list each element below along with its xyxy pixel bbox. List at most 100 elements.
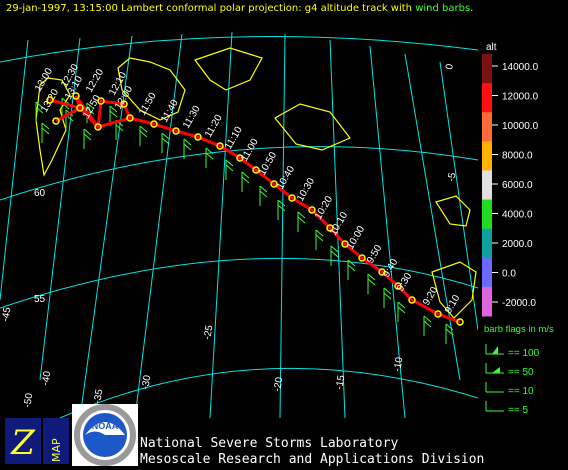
wind-barb-flag [139, 125, 148, 133]
z-logo-letter: Z [10, 423, 36, 463]
title-tail: . [470, 3, 474, 14]
meridian-line [0, 39, 29, 301]
altitude-tick-label: 4000.0 [502, 210, 533, 221]
latitude-line [0, 146, 478, 201]
wind-barb-flag [35, 106, 44, 114]
title-highlight: wind barbs [415, 3, 471, 14]
track-time-label: 10:20 [313, 194, 335, 222]
zmap-map-logo: MAP [43, 418, 69, 464]
altitude-tick-label: 12000.0 [502, 92, 539, 103]
track-line-western [55, 106, 131, 129]
wind-barb-flag [41, 127, 50, 135]
track-marker [308, 206, 316, 214]
wind-barb-flag [383, 287, 392, 295]
track-time-label: 10:50 [257, 150, 279, 178]
wind-barb-flag [61, 97, 70, 105]
altitude-tick-label: 14000.0 [502, 62, 539, 73]
track-time-label: 11:20 [203, 113, 225, 140]
meridian-line [329, 39, 346, 418]
altitude-color-swatch [482, 257, 492, 288]
wind-barb-flag [297, 216, 306, 224]
track-marker [326, 224, 334, 232]
longitude-label: -30 [140, 374, 153, 391]
map-logo-text: MAP [50, 438, 63, 462]
wind-barb-flag [183, 138, 192, 146]
longitude-label: -20 [272, 376, 285, 393]
barb-legend-label: == 5 [508, 405, 528, 416]
track-marker [408, 296, 416, 304]
wind-barb-flag [367, 273, 376, 281]
graticule [0, 31, 478, 418]
track-marker [194, 133, 202, 141]
coastline [431, 261, 477, 319]
wind-barb-flag [330, 250, 339, 258]
track-marker [394, 282, 402, 290]
track-marker [434, 310, 442, 318]
meridian-line [369, 45, 406, 418]
coastline [435, 195, 471, 227]
wind-barb-flag [83, 133, 92, 141]
wind-barb-flag [35, 101, 44, 109]
altitude-tick-label: 6000.0 [502, 180, 533, 191]
track-marker [236, 154, 244, 162]
track-time-label: 11:30 [181, 104, 203, 131]
track-time-label: 10:30 [295, 176, 317, 204]
altitude-tick-label: 8000.0 [502, 151, 533, 162]
wind-barb-flag [115, 124, 124, 132]
latitude-line [0, 257, 478, 309]
wind-barb-flag [315, 229, 324, 237]
coastline [117, 57, 186, 121]
wind-barb-flag [205, 147, 214, 155]
legend-panel: alt 14000.0 12000.0 10000.0 8000.0 6000.0 4000… [482, 42, 554, 416]
track-marker [52, 117, 60, 125]
barb-legend-label: == 50 [508, 367, 534, 378]
track-time-label: 10:00 [345, 224, 367, 252]
track-marker [172, 127, 180, 135]
meridian-line [279, 33, 286, 418]
track-marker [270, 180, 278, 188]
wind-barb-flag [83, 128, 92, 136]
meridian-line [134, 33, 183, 418]
wind-barb-flag [277, 199, 286, 207]
track-time-label: 10:40 [275, 164, 297, 192]
track-marker [216, 142, 224, 150]
barb-legend-flag [492, 346, 498, 354]
track-time-label: 9:30 [395, 271, 414, 294]
title-text: 29-jan-1997, 13:15:00 Lambert conformal … [6, 3, 416, 14]
wind-barb-flag [109, 110, 118, 118]
longitude-label: -5 [446, 171, 458, 182]
noaa-logo-text: NOAA [92, 421, 119, 431]
coastline [274, 103, 351, 151]
wind-barb-flag [161, 137, 170, 145]
wind-barb-flag [397, 306, 406, 314]
altitude-color-swatch [482, 112, 492, 142]
longitude-label: -50 [22, 392, 35, 409]
footer-lab-name: National Severe Storms Laboratory [140, 436, 399, 451]
wind-barb-flag [445, 323, 454, 331]
coastline [194, 47, 263, 91]
longitude-label: -25 [202, 324, 215, 341]
altitude-tick-label: -2000.0 [502, 298, 536, 309]
latitude-label: 60 [34, 188, 46, 199]
noaa-logo: NOAA [72, 404, 138, 466]
track-marker [126, 114, 134, 122]
wind-barb-flag [383, 292, 392, 300]
meridian-line [439, 61, 478, 331]
wind-barb-flag [241, 171, 250, 179]
altitude-color-swatch [482, 170, 492, 201]
track-marker [150, 120, 158, 128]
barb-legend-title: barb flags in m/s [484, 324, 554, 335]
altitude-color-swatch [482, 199, 492, 230]
track-marker [94, 123, 102, 131]
wind-barb-flag [259, 190, 268, 198]
wind-barbs [35, 97, 454, 344]
track-marker [252, 166, 260, 174]
track-marker [97, 97, 105, 105]
wind-barb-flag [367, 278, 376, 286]
altitude-tick-label: 0.0 [502, 269, 516, 280]
wind-barb-flag [315, 234, 324, 242]
barb-legend-label: == 100 [508, 348, 540, 359]
